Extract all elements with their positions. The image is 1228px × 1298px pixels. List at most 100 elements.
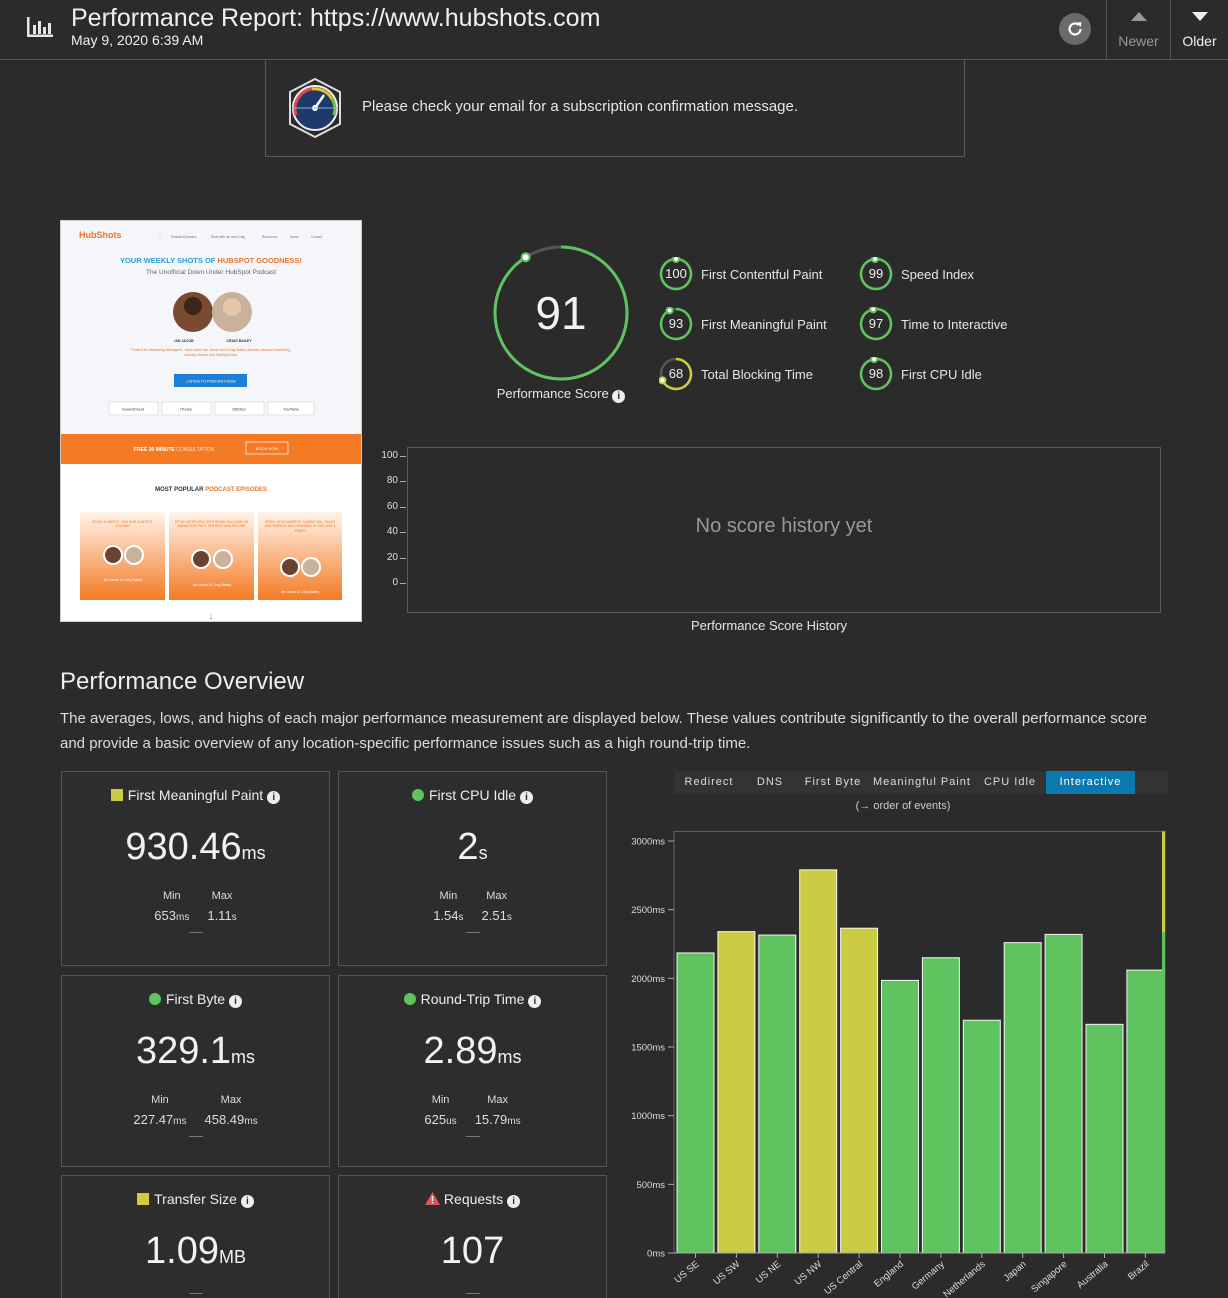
bar[interactable] bbox=[1003, 942, 1042, 1254]
metric-name: Speed Index bbox=[901, 266, 975, 282]
card-heading: First Meaningful Paint i bbox=[62, 787, 329, 804]
thumb-blurb: Perfect for Marketing Managers - each we… bbox=[131, 348, 291, 357]
card-min: Min 1.54s bbox=[433, 890, 463, 923]
card-round-trip-time: Round-Trip Time i 2.89ms Min 625us Max 15.79ms bbox=[338, 975, 607, 1167]
thumb-nav-item: Podcast Episodes bbox=[171, 235, 197, 239]
thumb-platform: SoundCloud bbox=[122, 407, 144, 412]
tab-first-byte[interactable]: First Byte bbox=[804, 776, 862, 788]
metric-total-blocking-time: 68 Total Blocking Time bbox=[659, 357, 813, 391]
bar[interactable] bbox=[962, 1019, 1001, 1254]
chevron-up-icon bbox=[1130, 12, 1147, 21]
thumb-platform: YouTube bbox=[283, 407, 299, 412]
tab-meaningful-paint[interactable]: Meaningful Paint bbox=[873, 776, 971, 788]
ring-progress bbox=[493, 245, 629, 381]
tab-redirect[interactable]: Redirect bbox=[684, 776, 734, 788]
x-tick-label: Singapore bbox=[1029, 1259, 1069, 1295]
card-heading: Round-Trip Time i bbox=[339, 991, 606, 1008]
metric-ring: 93 bbox=[659, 307, 693, 341]
card-divider bbox=[189, 1136, 203, 1137]
bar[interactable] bbox=[676, 952, 715, 1254]
tab-interactive[interactable]: Interactive bbox=[1046, 771, 1135, 794]
y-tick-label: 1500ms bbox=[631, 1043, 665, 1054]
page-title: Performance Report: https://www.hubshots… bbox=[71, 4, 601, 32]
x-tick-label: Australia bbox=[1075, 1258, 1111, 1291]
bar[interactable] bbox=[717, 931, 756, 1254]
info-icon[interactable]: i bbox=[507, 1195, 521, 1208]
bar[interactable] bbox=[881, 979, 919, 1254]
ring-progress bbox=[859, 357, 893, 391]
bar[interactable] bbox=[1085, 1023, 1124, 1254]
performance-score-text: Performance Score bbox=[496, 386, 609, 401]
history-tick-mark bbox=[400, 456, 406, 457]
metric-ring-graphic bbox=[659, 307, 693, 341]
thumb-platform: Stitcher bbox=[232, 407, 246, 412]
thumb-episode: EP100: INTERVIEW WITH BRIAN HALLIGAN ON … bbox=[174, 520, 249, 529]
metric-value: 99 bbox=[868, 266, 884, 281]
history-tick-label: 60 bbox=[386, 500, 398, 512]
metric-name: First CPU Idle bbox=[901, 366, 982, 382]
thumb-cta: LISTEN TO PODCAST NOW bbox=[186, 380, 236, 384]
scroll-down-arrow: ↓ bbox=[209, 611, 214, 621]
card-max-label: Max bbox=[220, 1094, 242, 1106]
info-icon[interactable]: i bbox=[240, 1195, 254, 1208]
info-icon[interactable]: i bbox=[528, 995, 542, 1008]
status-dot-icon bbox=[403, 993, 416, 1005]
info-icon[interactable]: i bbox=[612, 390, 626, 403]
x-tick-label: Germany bbox=[910, 1259, 947, 1293]
ring-marker bbox=[870, 357, 879, 364]
thumb-episode: EP200: HOW HUBSPOT, MARKETING, SALES AND… bbox=[264, 520, 336, 533]
bar[interactable] bbox=[840, 927, 879, 1254]
card-divider bbox=[466, 1136, 480, 1137]
newer-button[interactable]: Newer bbox=[1106, 0, 1170, 60]
thumb-nav-item: Contact bbox=[311, 235, 322, 239]
card-value: 107 bbox=[339, 1230, 606, 1273]
card-title: First Meaningful Paint bbox=[127, 787, 264, 803]
info-icon[interactable]: i bbox=[267, 791, 281, 804]
thumb-banner-button: BOOK NOW bbox=[256, 446, 279, 451]
info-icon[interactable]: i bbox=[229, 995, 243, 1008]
performance-score-value: 91 bbox=[535, 287, 587, 339]
thumb-platform: iTunes bbox=[180, 407, 192, 412]
card-value: 1.09MB bbox=[62, 1230, 329, 1273]
bar-chart-icon bbox=[27, 17, 53, 37]
card-min-max: Min 1.54s Max 2.51s bbox=[339, 890, 606, 923]
threshold-strip-warn bbox=[1162, 831, 1165, 933]
card-max: Max 2.51s bbox=[482, 890, 512, 923]
bar[interactable] bbox=[921, 957, 960, 1254]
warning-icon bbox=[424, 1191, 444, 1207]
ring-marker bbox=[869, 307, 878, 314]
card-max-value: 458.49ms bbox=[204, 1112, 258, 1127]
bar[interactable] bbox=[1126, 969, 1165, 1254]
bar[interactable] bbox=[1044, 933, 1083, 1254]
thumb-subhead: The Unofficial Down Under HubSpot Podcas… bbox=[146, 269, 276, 276]
history-tick-label: 40 bbox=[386, 526, 398, 538]
card-divider bbox=[466, 932, 480, 933]
card-min: Min 625us bbox=[424, 1094, 456, 1127]
bar[interactable] bbox=[758, 934, 797, 1254]
ring-marker bbox=[520, 252, 531, 263]
info-icon[interactable]: i bbox=[520, 791, 534, 804]
y-tick-label: 1000ms bbox=[631, 1111, 665, 1122]
thumb-episode: EP105: HUBSPOT CMS HUB CONTENT STAGING bbox=[92, 520, 153, 529]
metric-first-meaningful-paint: 93 First Meaningful Paint bbox=[659, 307, 827, 341]
location-bar-chart: 0ms 500ms 1000ms 1500ms 2000ms 2500ms 3000ms US… bbox=[631, 830, 1166, 1298]
card-value-unit: ms bbox=[241, 843, 266, 863]
bar[interactable] bbox=[799, 869, 838, 1254]
older-button[interactable]: Older bbox=[1170, 0, 1228, 60]
chevron-down-icon bbox=[1191, 12, 1208, 21]
refresh-button[interactable] bbox=[1059, 13, 1091, 45]
metric-speed-index: 99 Speed Index bbox=[859, 257, 974, 291]
ring-progress bbox=[859, 307, 893, 341]
card-requests: Requests i 107 bbox=[338, 1175, 607, 1298]
order-note: (→ order of events) bbox=[855, 800, 951, 812]
card-value-number: 2 bbox=[457, 826, 479, 868]
x-tick-label: US SE bbox=[673, 1259, 702, 1286]
card-max-label: Max bbox=[487, 1094, 509, 1106]
card-transfer-size: Transfer Size i 1.09MB bbox=[61, 1175, 330, 1298]
tab-cpu-idle[interactable]: CPU Idle bbox=[983, 776, 1037, 788]
card-min-value: 1.54s bbox=[433, 908, 464, 923]
score-history-chart bbox=[407, 447, 1161, 613]
tab-dns[interactable]: DNS bbox=[756, 776, 784, 788]
metric-ring-graphic bbox=[859, 307, 893, 341]
report-date: May 9, 2020 6:39 AM bbox=[71, 32, 204, 48]
